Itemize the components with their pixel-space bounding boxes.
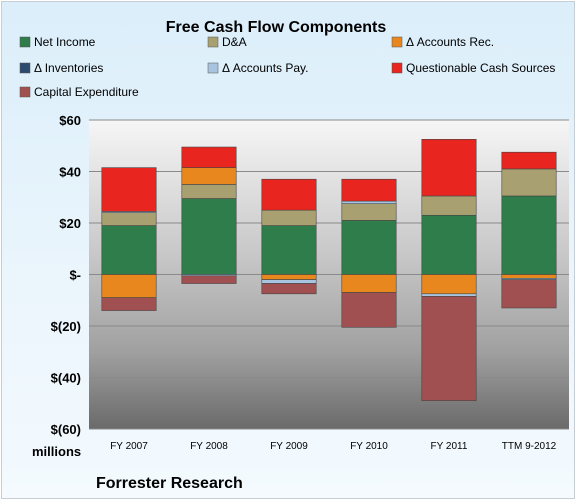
gridlines [89, 119, 569, 430]
legend-label: Δ Accounts Pay. [222, 61, 309, 75]
bar-segment [501, 274, 557, 279]
bar-segment [101, 274, 157, 298]
y-axis-ticks: $60 $40 $20 $- $(20) $(40) $(60) [51, 113, 81, 437]
bar-segment [421, 214, 477, 275]
bar-segment [341, 200, 397, 204]
bar-segment [261, 283, 317, 295]
bar-segment [181, 275, 237, 284]
unit-label: millions [32, 444, 81, 459]
x-tick-label: FY 2011 [431, 441, 468, 452]
bar-segment [421, 296, 477, 401]
legend-label: Net Income [34, 35, 96, 49]
bar-segment [261, 279, 317, 284]
bar-segment [341, 203, 397, 221]
legend-label: Δ Accounts Rec. [406, 35, 494, 49]
legend-label: Capital Expenditure [34, 85, 139, 99]
bar-segment [261, 209, 317, 226]
footer-label: Forrester Research [96, 475, 243, 492]
y-tick-label: $60 [59, 113, 81, 128]
bar-segment [101, 212, 157, 226]
legend-swatch [19, 36, 31, 48]
y-tick-label: $(60) [51, 422, 81, 437]
x-axis-ticks: FY 2007 FY 2008 FY 2009 FY 2010 FY 2011 TTM 9… [110, 441, 556, 452]
legend-label: Δ Inventories [34, 61, 103, 75]
bar-segment [421, 293, 477, 297]
bar-segment [341, 220, 397, 275]
bar-segment [501, 168, 557, 197]
bar-segment [261, 274, 317, 280]
bar-segment [421, 195, 477, 216]
bar-segment [501, 151, 557, 170]
bar-segment [261, 178, 317, 211]
y-tick-label: $40 [59, 165, 81, 180]
legend-swatch [207, 36, 219, 48]
legend-swatch [391, 62, 403, 74]
x-tick-label: FY 2007 [110, 441, 148, 452]
x-tick-label: TTM 9-2012 [502, 441, 557, 452]
bar-segment [101, 167, 157, 212]
legend-label: D&A [222, 35, 247, 49]
x-tick-label: FY 2009 [270, 441, 308, 452]
bar-segment [501, 195, 557, 275]
legend: Net Income D&A Δ Accounts Rec. Δ Inventorie… [19, 35, 555, 99]
legend-swatch [207, 62, 219, 74]
bar-segment [341, 292, 397, 328]
bar-segment [341, 274, 397, 293]
y-tick-label: $(20) [51, 319, 81, 334]
bar-segment [341, 178, 397, 202]
bar-segment [181, 146, 237, 168]
legend-swatch [19, 86, 31, 98]
y-tick-label: $- [69, 268, 81, 283]
legend-label: Questionable Cash Sources [406, 61, 555, 75]
bar-segment [101, 297, 157, 311]
bar-segment [501, 279, 557, 309]
x-tick-label: FY 2010 [350, 441, 388, 452]
y-tick-label: $20 [59, 216, 81, 231]
legend-swatch [391, 36, 403, 48]
x-tick-label: FY 2008 [190, 441, 228, 452]
bar-segment [101, 225, 157, 275]
bar-segment [181, 184, 237, 199]
y-tick-label: $(40) [51, 371, 81, 386]
chart-title: Free Cash Flow Components [166, 19, 387, 36]
bars [101, 139, 557, 401]
legend-swatch [19, 62, 31, 74]
bar-segment [181, 167, 237, 185]
bar-segment [421, 274, 477, 295]
bar-segment [181, 198, 237, 275]
bar-segment [261, 225, 317, 275]
bar-segment [421, 139, 477, 197]
